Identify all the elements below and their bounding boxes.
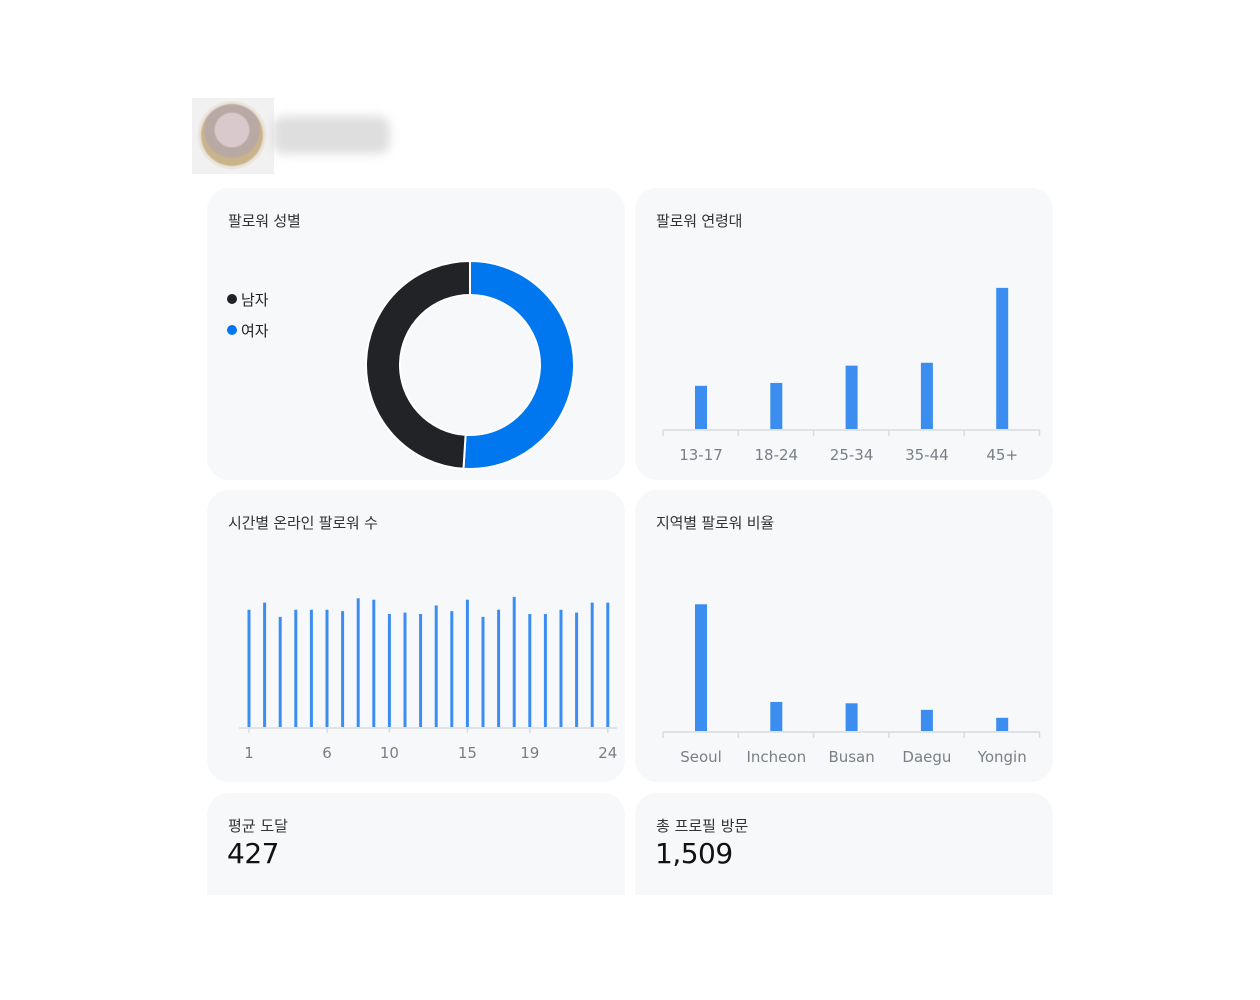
bar-Busan[interactable] <box>845 703 858 731</box>
bar-Yongin[interactable] <box>996 717 1009 731</box>
legend-item-male: 남자 <box>227 288 269 310</box>
bar-6[interactable] <box>325 609 329 727</box>
profile-visits-value: 1,509 <box>655 837 733 870</box>
avg-reach-label: 평균 도달 <box>228 817 288 835</box>
avg-reach-value: 427 <box>227 837 279 870</box>
bar-Incheon[interactable] <box>770 701 783 731</box>
bar-8[interactable] <box>356 598 360 727</box>
avg-reach-card: 평균 도달 427 <box>207 793 625 895</box>
profile-header <box>192 98 1082 174</box>
x-tick-label: 1 <box>244 744 254 762</box>
bar-9[interactable] <box>372 599 376 727</box>
bar-Daegu[interactable] <box>920 709 933 731</box>
x-tick-label: Daegu <box>902 748 951 766</box>
bar-1[interactable] <box>247 609 251 727</box>
bar-17[interactable] <box>497 609 501 727</box>
bar-14[interactable] <box>450 611 454 727</box>
bar-22[interactable] <box>575 612 579 727</box>
bar-13-17[interactable] <box>695 385 707 429</box>
legend-label-male: 남자 <box>241 290 269 309</box>
gender-card: 팔로워 성별 남자 여자 <box>207 188 625 480</box>
bar-Seoul[interactable] <box>695 604 707 731</box>
female-dot-icon <box>227 325 237 335</box>
x-tick-label: Seoul <box>680 748 722 766</box>
bar-4[interactable] <box>294 609 298 727</box>
bar-10[interactable] <box>387 614 391 727</box>
x-tick-label: 25-34 <box>830 446 874 464</box>
gender-card-title: 팔로워 성별 <box>228 212 301 230</box>
gender-donut-chart <box>365 259 575 470</box>
bar-19[interactable] <box>528 614 532 727</box>
hourly-card-title: 시간별 온라인 팔로워 수 <box>228 514 378 532</box>
age-bar-chart: 13-17 18-24 25-34 35-44 45+ <box>662 287 1041 464</box>
x-tick-label: Incheon <box>746 748 806 766</box>
x-tick-label: 6 <box>322 744 332 762</box>
bar-15[interactable] <box>465 599 469 727</box>
bar-16[interactable] <box>481 616 485 727</box>
male-dot-icon <box>227 294 237 304</box>
gender-legend: 남자 여자 <box>227 288 269 350</box>
region-card: 지역별 팔로워 비율 Seoul Incheon Busan Daegu Yongin <box>635 490 1053 782</box>
bar-18[interactable] <box>512 596 516 727</box>
bar-13[interactable] <box>434 605 438 727</box>
region-card-title: 지역별 팔로워 비율 <box>656 514 774 532</box>
bar-23[interactable] <box>590 602 594 727</box>
bar-24[interactable] <box>606 602 610 727</box>
x-tick-label: 24 <box>598 744 617 762</box>
bar-20[interactable] <box>543 614 547 727</box>
bar-45+[interactable] <box>996 287 1009 429</box>
bar-5[interactable] <box>309 609 313 727</box>
bar-25-34[interactable] <box>845 365 858 429</box>
age-card-title: 팔로워 연령대 <box>656 212 743 230</box>
x-tick-label: 45+ <box>986 446 1018 464</box>
hourly-card: 시간별 온라인 팔로워 수 1 6 10 15 19 24 <box>207 490 625 782</box>
avatar-frame <box>192 98 274 174</box>
donut-slice-female[interactable] <box>462 259 575 470</box>
age-card: 팔로워 연령대 13-17 18-24 25-34 35-44 45+ <box>635 188 1053 480</box>
bar-2[interactable] <box>263 602 267 727</box>
profile-visits-card: 총 프로필 방문 1,509 <box>635 793 1053 895</box>
x-tick-label: 35-44 <box>905 446 949 464</box>
x-tick-label: Busan <box>828 748 874 766</box>
profile-visits-label: 총 프로필 방문 <box>656 817 749 835</box>
bar-21[interactable] <box>559 609 563 727</box>
region-bar-chart: Seoul Incheon Busan Daegu Yongin <box>662 604 1041 766</box>
donut-slice-male[interactable] <box>365 259 471 470</box>
legend-item-female: 여자 <box>227 319 269 341</box>
bar-11[interactable] <box>403 612 407 727</box>
x-tick-label: Yongin <box>977 748 1027 766</box>
x-tick-label: 19 <box>520 744 539 762</box>
bar-18-24[interactable] <box>770 382 783 429</box>
x-tick-label: 13-17 <box>679 446 723 464</box>
x-tick-label: 10 <box>380 744 399 762</box>
bar-3[interactable] <box>278 616 282 727</box>
avatar[interactable] <box>201 104 263 166</box>
bar-7[interactable] <box>341 611 345 727</box>
legend-label-female: 여자 <box>241 321 269 340</box>
bar-35-44[interactable] <box>920 362 933 429</box>
hourly-bar-chart: 1 6 10 15 19 24 <box>239 596 617 762</box>
profile-name-blurred <box>272 116 390 154</box>
x-tick-label: 18-24 <box>755 446 799 464</box>
x-tick-label: 15 <box>458 744 477 762</box>
bar-12[interactable] <box>419 614 423 727</box>
